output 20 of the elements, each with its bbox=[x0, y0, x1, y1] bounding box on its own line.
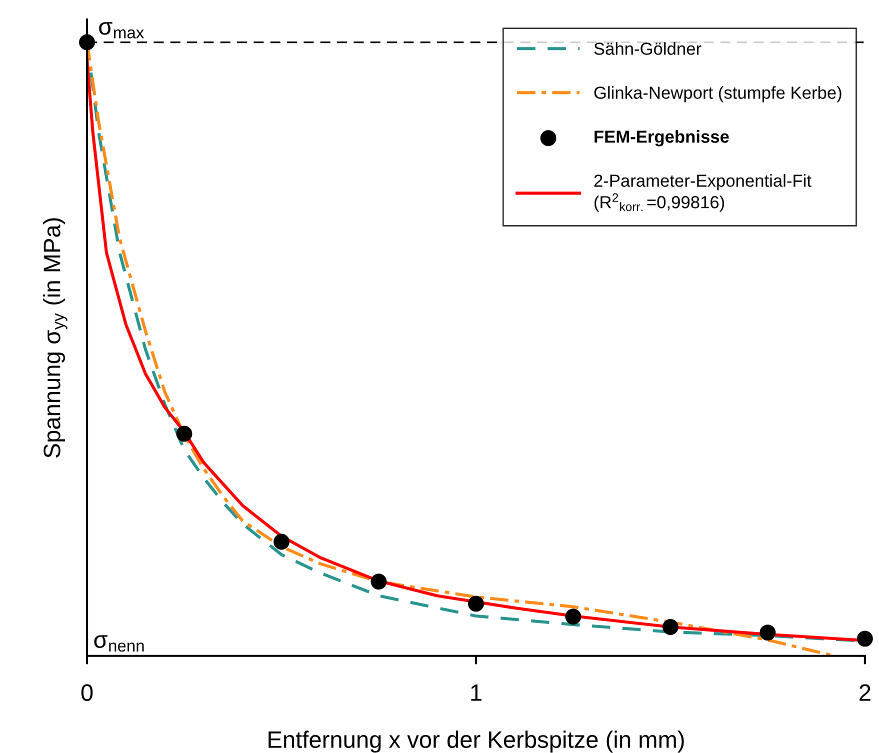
x-tick-label: 2 bbox=[860, 684, 870, 701]
point bbox=[468, 596, 484, 612]
annotation: σ$_{nenn}$ bbox=[94, 635, 144, 652]
x-axis-title: Entfernung x vor der Kerbspitze (in mm) bbox=[268, 730, 684, 753]
point bbox=[760, 624, 776, 641]
point bbox=[176, 426, 192, 442]
legend-label: Sähn-Göldner bbox=[594, 42, 702, 55]
x-tick-label: 0 bbox=[81, 684, 93, 701]
point bbox=[856, 630, 873, 647]
x-tick-label: 1 bbox=[471, 684, 482, 701]
legend-label: FEM-Ergebnisse bbox=[594, 130, 729, 146]
point bbox=[662, 619, 678, 636]
point bbox=[274, 534, 290, 550]
point bbox=[79, 34, 95, 50]
y-axis-title: Spannung σ$_{yy}$ (in MPa) bbox=[43, 218, 68, 458]
point bbox=[370, 574, 387, 590]
ref-line-label: σ$_{max}$ bbox=[99, 22, 144, 38]
legend-label: Glinka-Newport (stumpfe Kerbe) bbox=[594, 86, 842, 102]
point bbox=[565, 608, 582, 625]
legend-label: 2-Parameter-Exponential-Fit (R$^{2}$$_{korr.}$=0,99816) bbox=[594, 174, 812, 212]
